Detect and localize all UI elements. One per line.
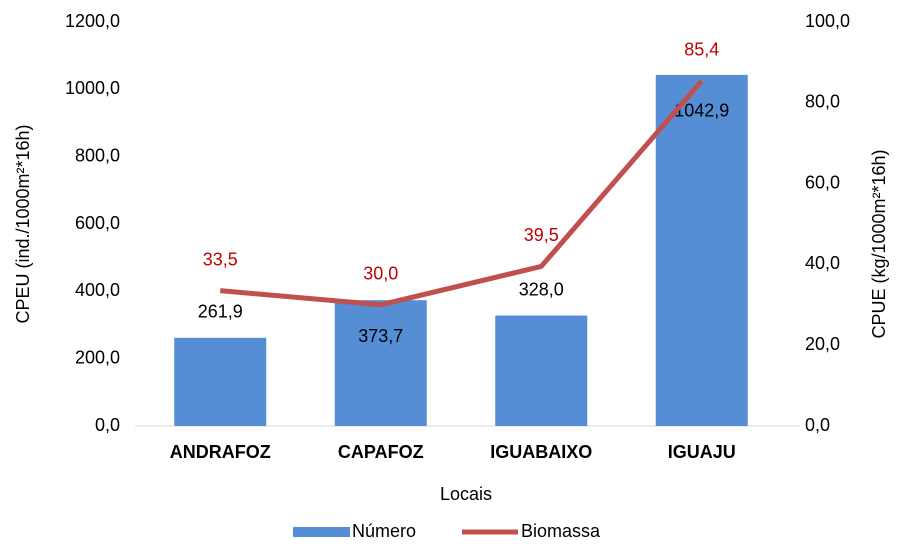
y-tick-label: 1000,0	[65, 78, 120, 98]
x-tick-label: ANDRAFOZ	[170, 442, 271, 462]
x-tick-label: CAPAFOZ	[338, 442, 424, 462]
legend-swatch	[293, 527, 350, 537]
y-tick-label: 1200,0	[65, 11, 120, 31]
line-value-label: 85,4	[684, 40, 719, 60]
y-tick-label: 600,0	[75, 213, 120, 233]
legend-label: Número	[352, 521, 416, 541]
y2-axis-label: CPUE (kg/1000m²*16h)	[869, 149, 889, 338]
y2-tick-label: 40,0	[805, 253, 840, 273]
bar-value-label: 1042,9	[674, 101, 729, 121]
y-tick-label: 0,0	[95, 415, 120, 435]
y2-tick-label: 100,0	[805, 11, 850, 31]
bar	[495, 315, 588, 426]
bar	[174, 337, 267, 426]
y-axis-label: CPEU (ind./1000m²*16h)	[13, 124, 33, 323]
y2-tick-label: 20,0	[805, 334, 840, 354]
bar-value-label: 261,9	[198, 302, 243, 322]
legend-label: Biomassa	[521, 521, 601, 541]
y2-tick-label: 60,0	[805, 172, 840, 192]
x-axis-label: Locais	[440, 484, 492, 504]
bar-value-label: 328,0	[519, 279, 564, 299]
y-tick-label: 800,0	[75, 145, 120, 165]
line	[220, 79, 704, 308]
bar	[334, 300, 427, 426]
bar-value-label: 373,7	[358, 326, 403, 346]
bar	[655, 74, 748, 427]
line-value-label: 30,0	[363, 264, 398, 284]
y2-tick-label: 80,0	[805, 92, 840, 112]
y-tick-label: 400,0	[75, 280, 120, 300]
line-value-label: 33,5	[203, 249, 238, 269]
x-tick-label: IGUABAIXO	[490, 442, 592, 462]
y2-tick-label: 0,0	[805, 415, 830, 435]
x-tick-label: IGUAJU	[668, 442, 736, 462]
line-value-label: 39,5	[524, 225, 559, 245]
y-tick-label: 200,0	[75, 347, 120, 367]
